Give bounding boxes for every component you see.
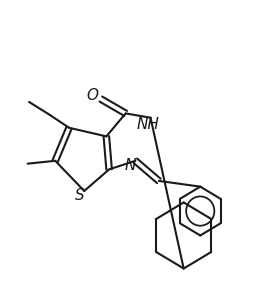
Text: O: O bbox=[86, 88, 98, 103]
Text: S: S bbox=[75, 188, 85, 203]
Text: N: N bbox=[125, 157, 136, 173]
Text: NH: NH bbox=[136, 117, 159, 132]
